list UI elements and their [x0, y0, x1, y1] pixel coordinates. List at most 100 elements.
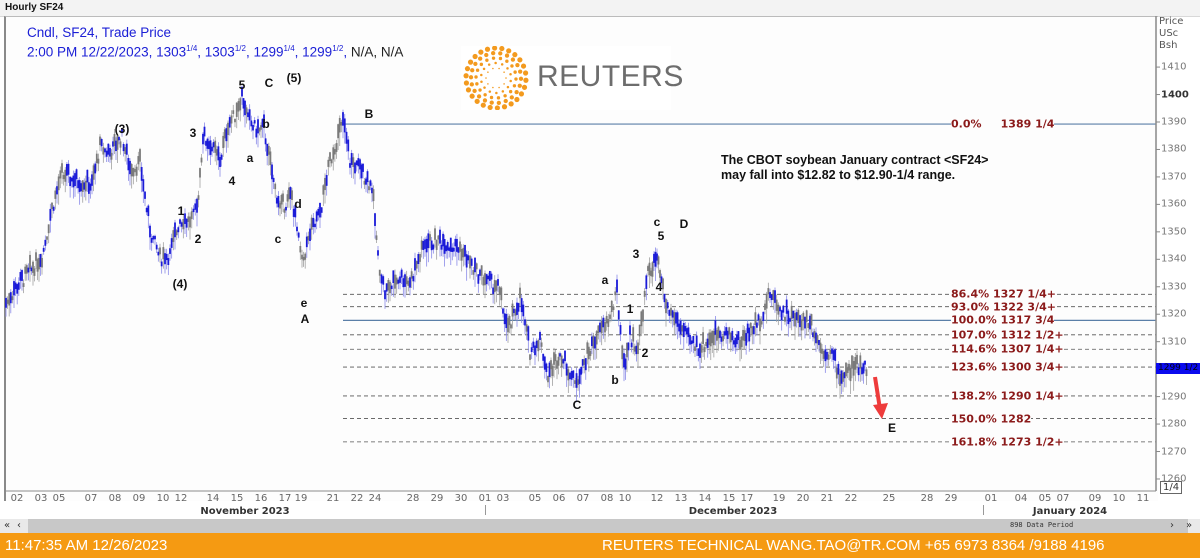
- wave-label: D: [679, 217, 689, 231]
- wave-label: 2: [641, 346, 649, 360]
- time-tick-label: 21: [326, 493, 340, 504]
- time-tick-label: 09: [1088, 493, 1102, 504]
- price-tick-label: 1390: [1161, 116, 1187, 128]
- time-tick-label: 05: [528, 493, 542, 504]
- fraction-toggle-button[interactable]: 1/4: [1160, 481, 1183, 494]
- time-tick-label: 07: [1056, 493, 1070, 504]
- legend-close-frac: 1/2: [332, 44, 344, 53]
- time-tick-label: 16: [254, 493, 268, 504]
- price-tick-label: 1370: [1161, 171, 1187, 183]
- time-tick-label: 04: [1014, 493, 1028, 504]
- time-tick-label: 13: [674, 493, 688, 504]
- fib-level-label: 93.0% 1322 3/4+: [951, 300, 1056, 314]
- scroll-next-button[interactable]: ›: [1170, 520, 1174, 531]
- wave-label: 1: [177, 204, 185, 218]
- price-tick-marks: [1156, 66, 1160, 480]
- month-separator: [485, 505, 486, 515]
- price-tick-label: 1380: [1161, 143, 1187, 155]
- wave-label: A: [300, 312, 310, 326]
- fib-level-label: 100.0% 1317 3/4: [951, 313, 1055, 327]
- fib-level-label: 107.0% 1312 1/2+: [951, 328, 1064, 342]
- fib-level-label: 123.6% 1300 3/4+: [951, 360, 1064, 374]
- time-tick-label: 12: [650, 493, 664, 504]
- legend-close: 1299: [302, 44, 333, 60]
- scroll-last-button[interactable]: »: [1186, 520, 1193, 531]
- legend-high: 1303: [204, 44, 235, 60]
- legend-ohlc-line: 2:00 PM 12/22/2023, 13031/4, 13031/2, 12…: [27, 44, 404, 60]
- time-tick-label: 25: [882, 493, 896, 504]
- wave-label: (3): [114, 122, 130, 136]
- reuters-logo: REUTERS: [461, 46, 683, 110]
- wave-label: 2: [194, 232, 202, 246]
- scrollbar-thumb[interactable]: [28, 519, 1188, 533]
- time-tick-label: 28: [406, 493, 420, 504]
- scroll-prev-button[interactable]: ‹: [17, 520, 21, 531]
- time-tick-label: 30: [454, 493, 468, 504]
- time-tick-label: 11: [1136, 493, 1150, 504]
- price-tick-label: 1320: [1161, 308, 1187, 320]
- legend-time: 2:00 PM 12/22/2023,: [27, 44, 157, 60]
- legend-high-frac: 1/2: [234, 44, 246, 53]
- time-tick-label: 15: [230, 493, 244, 504]
- time-tick-label: 02: [10, 493, 24, 504]
- time-tick-label: 07: [576, 493, 590, 504]
- time-tick-label: 24: [368, 493, 382, 504]
- legend-low-frac: 1/4: [283, 44, 295, 53]
- time-tick-label: 03: [34, 493, 48, 504]
- price-tick-label: 1290: [1161, 391, 1187, 403]
- wave-label: 5: [657, 229, 665, 243]
- wave-label: 5: [238, 78, 246, 92]
- price-tick-label: 1410: [1161, 61, 1187, 73]
- time-tick-label: 29: [430, 493, 444, 504]
- time-tick-label: 14: [206, 493, 220, 504]
- time-tick-label: 05: [52, 493, 66, 504]
- time-tick-label: 06: [552, 493, 566, 504]
- wave-label: b: [262, 117, 270, 131]
- price-tick-label: 1260: [1161, 473, 1187, 485]
- legend-open-frac: 1/4: [186, 44, 198, 53]
- month-label: January 2024: [1032, 506, 1108, 517]
- down-arrow-icon: [873, 376, 888, 419]
- time-tick-label: 03: [496, 493, 510, 504]
- time-axis[interactable]: 02 03 05 07 08 09 10 12 14 15 16 17 19 21 22 24 28 29 30 01…: [0, 491, 1156, 519]
- analysis-note: The CBOT soybean January contract <SF24>…: [721, 153, 988, 183]
- price-tick-label: 1350: [1161, 226, 1187, 238]
- time-tick-label: 14: [698, 493, 712, 504]
- fib-level-label: 161.8% 1273 1/2+: [951, 435, 1064, 449]
- month-separator: [983, 505, 984, 515]
- time-tick-label: 01: [478, 493, 492, 504]
- wave-label: B: [364, 107, 374, 121]
- month-label: November 2023: [200, 506, 290, 517]
- last-price-marker: 1299 1/2: [1156, 363, 1200, 374]
- wave-label: C: [572, 398, 582, 412]
- time-tick-label: 29: [944, 493, 958, 504]
- time-tick-label: 21: [820, 493, 834, 504]
- legend-na: N/A, N/A: [350, 44, 404, 60]
- wave-label: a: [246, 151, 254, 165]
- price-tick-label: 1400: [1161, 89, 1189, 101]
- time-tick-label: 05: [1038, 493, 1052, 504]
- wave-label: c: [274, 232, 282, 246]
- wave-label: 4: [655, 280, 663, 294]
- time-tick-label: 20: [796, 493, 810, 504]
- chart-legend: Cndl, SF24, Trade Price 2:00 PM 12/22/20…: [27, 25, 403, 61]
- time-tick-label: 15: [722, 493, 736, 504]
- price-axis-title: Price USc Bsh: [1159, 16, 1183, 52]
- wave-label: C: [264, 76, 274, 90]
- time-tick-label: 07: [84, 493, 98, 504]
- month-label: December 2023: [688, 506, 778, 517]
- wave-label: e: [300, 296, 308, 310]
- wave-label: 3: [189, 126, 197, 140]
- analysis-note-line2: may fall into $12.82 to $12.90-1/4 range…: [721, 168, 956, 182]
- time-tick-label: 10: [618, 493, 632, 504]
- time-tick-label: 12: [174, 493, 188, 504]
- scroll-first-button[interactable]: «: [4, 520, 11, 531]
- window-title: Hourly SF24: [5, 2, 64, 13]
- time-tick-label: 22: [844, 493, 858, 504]
- time-tick-label: 22: [350, 493, 364, 504]
- wave-label: E: [887, 421, 897, 435]
- footer-bar: 11:47:35 AM 12/26/2023 REUTERS TECHNICAL…: [0, 533, 1200, 558]
- chart-scrollbar[interactable]: « ‹ 898 Data Period › »: [0, 519, 1200, 533]
- time-tick-label: 19: [772, 493, 786, 504]
